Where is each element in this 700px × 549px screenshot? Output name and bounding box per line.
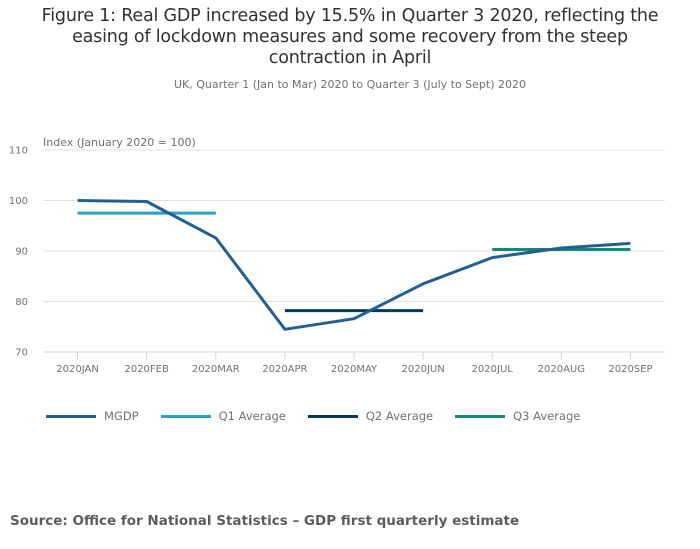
series-line-mgdp (77, 199, 631, 331)
x-tick-label: 2020JAN (56, 364, 99, 375)
chart-title-line: Figure 1: Real GDP increased by 15.5% in… (41, 6, 659, 26)
x-tick-label: 2020JUL (472, 364, 514, 375)
y-tick-label: 100 (9, 196, 28, 207)
legend-swatch (307, 414, 358, 418)
x-axis: 2020JAN 2020FEB 2020MAR 2020APR 2020MAY 2020J… (43, 351, 665, 375)
source-note: Source: Office for National Statistics –… (10, 513, 520, 529)
x-tick-label: 2020AUG (538, 364, 585, 375)
chart-title: Figure 1: Real GDP increased by 15.5% in… (0, 6, 700, 69)
chart-title-line: easing of lockdown measures and some rec… (72, 27, 628, 47)
gridlines (43, 149, 665, 302)
x-tick-label: 2020JUN (402, 364, 445, 375)
legend-item[interactable]: Q2 Average (307, 409, 434, 423)
y-tick-label: 70 (15, 348, 28, 359)
legend: MGDP Q1 Average Q2 Average Q3 Average (46, 409, 602, 423)
legend-label: MGDP (104, 409, 139, 423)
y-axis-ticks: 70 80 90 100 110 (9, 146, 28, 359)
x-tick-label: 2020SEP (608, 364, 652, 375)
x-tick-label: 2020FEB (124, 364, 169, 375)
legend-swatch (46, 414, 96, 418)
y-axis-label: Index (January 2020 = 100) (43, 136, 196, 149)
legend-label: Q2 Average (365, 409, 434, 423)
legend-item[interactable]: Q3 Average (455, 409, 580, 423)
x-tick-label: 2020MAY (331, 364, 378, 375)
y-tick-label: 80 (15, 297, 28, 308)
x-tick-label: 2020APR (262, 364, 307, 375)
y-tick-label: 110 (9, 146, 28, 157)
legend-swatch (160, 414, 211, 418)
legend-item[interactable]: MGDP (46, 409, 139, 423)
x-tick-label: 2020MAR (192, 364, 240, 375)
y-tick-label: 90 (15, 247, 28, 258)
series-group (77, 199, 631, 331)
legend-swatch (455, 414, 506, 418)
legend-item[interactable]: Q1 Average (160, 409, 286, 423)
chart-subtitle: UK, Quarter 1 (Jan to Mar) 2020 to Quart… (173, 78, 527, 91)
legend-label: Q1 Average (218, 409, 286, 423)
legend-label: Q3 Average (513, 409, 581, 423)
chart-title-line: contraction in April (268, 48, 432, 68)
